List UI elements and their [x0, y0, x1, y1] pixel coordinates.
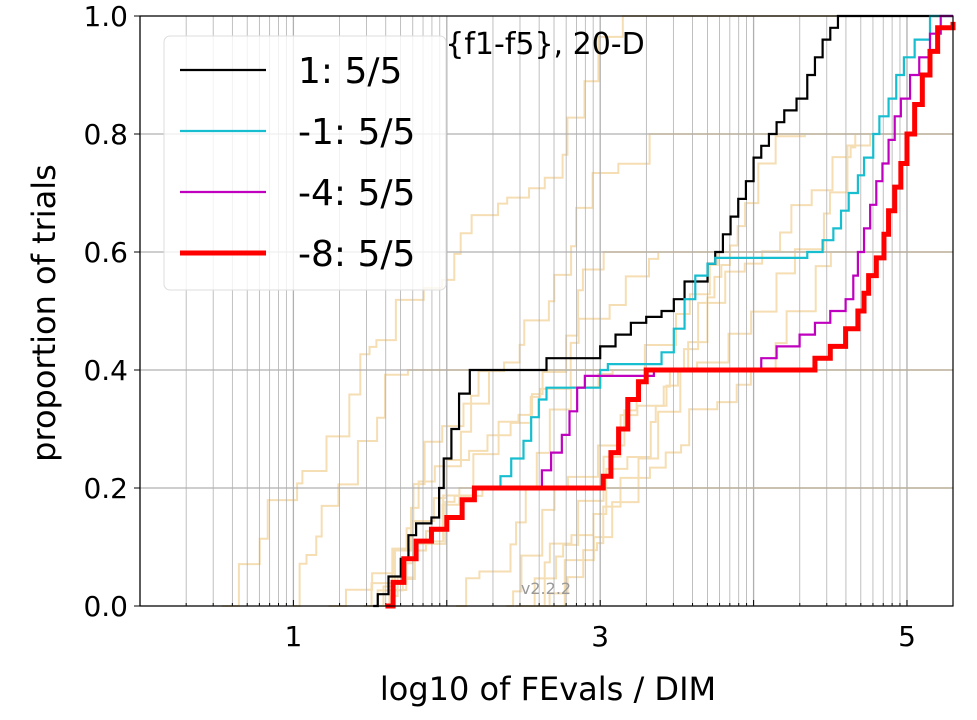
- version-label: v2.2.2: [521, 579, 571, 598]
- background-curve: [381, 251, 953, 607]
- background-curve: [365, 487, 953, 607]
- legend-box: [163, 35, 447, 291]
- chart-title: {f1-f5}, 20-D: [445, 27, 644, 62]
- background-curve: [292, 369, 953, 607]
- background-curve: [547, 133, 953, 607]
- y-tick-label: 0.6: [83, 236, 128, 269]
- axes-frame: [139, 15, 954, 607]
- background-curve: [328, 133, 953, 607]
- legend-label: -1: 5/5: [298, 112, 415, 153]
- series-line-3: [531, 14, 953, 490]
- series-line-1: [373, 14, 953, 608]
- legend-label: -4: 5/5: [298, 173, 415, 214]
- y-tick-label: 0.8: [83, 118, 128, 151]
- x-axis-label: log10 of FEvals / DIM: [380, 670, 716, 708]
- legend-label: 1: 5/5: [298, 51, 402, 92]
- legend: 1: 5/5 -1: 5/5 -4: 5/5 -8: 5/5: [163, 35, 447, 291]
- plot-frame: [139, 15, 954, 607]
- series-layer: [373, 14, 956, 609]
- grid-lines: [139, 15, 953, 607]
- x-tick-label: 3: [591, 620, 609, 653]
- background-curve: [542, 251, 953, 607]
- y-tick-label: 0.0: [83, 590, 128, 623]
- y-axis-label: proportion of trials: [25, 164, 63, 462]
- y-tick-label: 0.4: [83, 354, 128, 387]
- y-tick-label: 1.0: [83, 0, 128, 33]
- series-line-4: [385, 21, 956, 609]
- x-tick-label: 5: [898, 620, 916, 653]
- legend-label: -8: 5/5: [298, 234, 415, 275]
- y-tick-label: 0.2: [83, 472, 128, 505]
- x-tick-label: 1: [284, 620, 302, 653]
- background-curve: [515, 133, 953, 607]
- x-tick-labels: 1 3 5: [284, 620, 915, 653]
- background-curve: [365, 251, 953, 607]
- y-tick-labels: 0.0 0.2 0.4 0.6 0.8 1.0: [83, 0, 140, 623]
- series-line-2: [485, 14, 953, 490]
